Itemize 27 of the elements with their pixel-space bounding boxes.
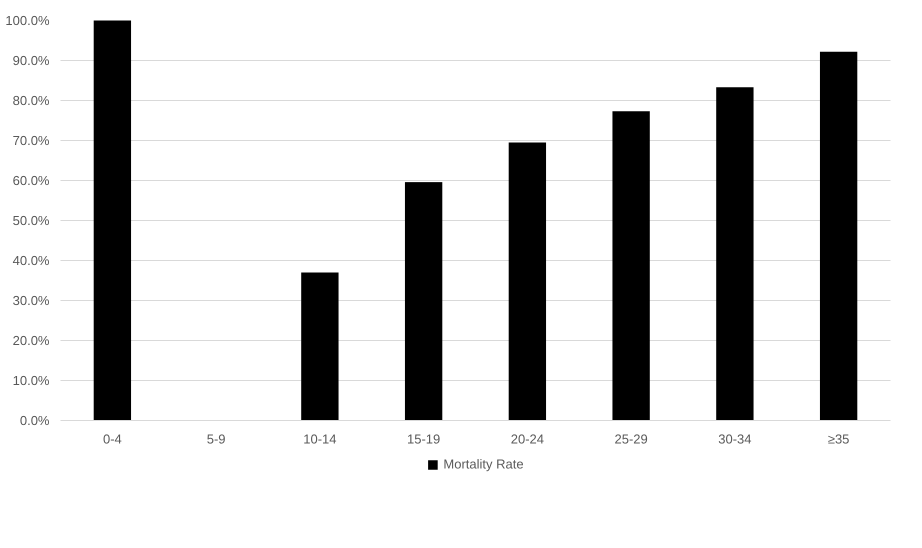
x-tick-label: 0-4 [102, 432, 122, 446]
x-tick-label: ≥35 [828, 432, 850, 446]
y-tick-label: 10.0% [12, 373, 50, 388]
y-tick-label: 80.0% [12, 93, 50, 108]
y-tick-label: 40.0% [12, 253, 50, 268]
bar [404, 182, 442, 420]
y-tick-label: 30.0% [12, 293, 50, 308]
bar [508, 142, 546, 420]
bar [94, 20, 132, 420]
x-tick-label: 15-19 [407, 432, 440, 446]
x-tick-label: 10-14 [303, 432, 336, 446]
y-tick-label: 0.0% [20, 413, 50, 428]
x-tick-label: 30-34 [718, 432, 752, 446]
legend-label: Mortality Rate [443, 456, 524, 472]
y-tick-label: 50.0% [12, 213, 50, 228]
y-tick-label: 20.0% [12, 333, 50, 348]
bar [301, 272, 339, 420]
bar [820, 52, 858, 420]
y-tick-label: 70.0% [12, 133, 50, 148]
y-tick-label: 90.0% [12, 53, 50, 68]
bar [612, 111, 650, 420]
y-tick-label: 100.0% [5, 13, 50, 28]
bar [716, 87, 754, 420]
x-tick-label: 5-9 [206, 432, 226, 446]
x-tick-label: 20-24 [510, 432, 544, 446]
y-tick-label: 60.0% [12, 173, 50, 188]
x-tick-label: 25-29 [614, 432, 648, 446]
